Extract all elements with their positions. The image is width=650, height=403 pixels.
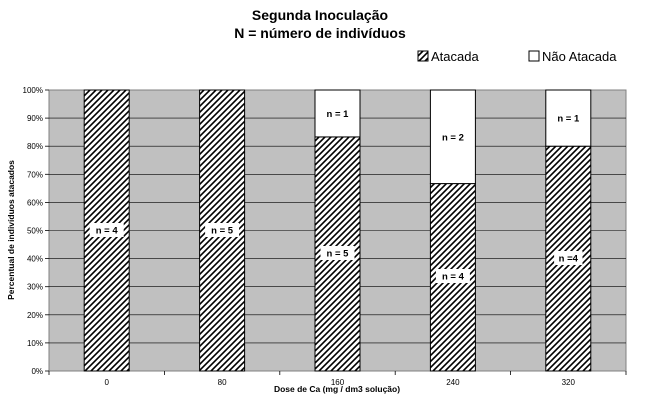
data-labels: n = 4 n = 5 n = 5 n = 1 n = 4 n = 2 n =4 n = 1: [89, 106, 586, 283]
x-axis-label: Dose de Ca (mg / dm3 solução): [274, 384, 400, 394]
legend-label-atacada: Atacada: [431, 49, 479, 64]
x-tick-label: 0: [104, 378, 109, 387]
legend: Atacada Não Atacada: [417, 49, 617, 64]
chart-title-line-2: N = número de indivíduos: [234, 25, 406, 41]
x-tick-labels: 0 80 160 240 320: [48, 371, 627, 387]
data-label: n = 2: [442, 132, 464, 143]
legend-swatch-atacada: [417, 50, 429, 62]
legend-label-nao-atacada: Não Atacada: [542, 49, 617, 64]
chart-title-line-1: Segunda Inoculação: [252, 7, 388, 23]
y-tick-label: 40%: [27, 255, 43, 264]
y-tick-label: 30%: [27, 283, 43, 292]
y-tick-label: 80%: [27, 142, 43, 151]
data-label-bg: [320, 246, 355, 260]
y-tick-label: 60%: [27, 198, 43, 207]
data-label-bg: [435, 129, 470, 144]
data-label-bg: [89, 223, 124, 237]
y-tick-label: 20%: [27, 311, 43, 320]
data-label-bg: [320, 106, 355, 121]
data-label: n = 4: [96, 226, 119, 237]
data-label-bg: [435, 269, 470, 283]
data-label: n =4: [559, 254, 579, 265]
legend-swatch-nao-atacada: [528, 50, 540, 62]
y-tick-label: 90%: [27, 114, 43, 123]
data-label: n = 1: [327, 109, 350, 120]
y-tick-label: 100%: [23, 86, 43, 95]
y-tick-label: 70%: [27, 170, 43, 179]
x-tick-label: 240: [446, 378, 460, 387]
data-label: n = 5: [211, 226, 234, 237]
x-tick-label: 160: [331, 378, 345, 387]
data-label-bg: [554, 251, 583, 265]
x-tick-label: 320: [562, 378, 576, 387]
data-label-bg: [551, 111, 586, 126]
data-label: n = 5: [327, 249, 350, 260]
data-label-bg: [205, 223, 240, 237]
x-tick-label: 80: [218, 378, 227, 387]
y-tick-label: 0%: [31, 367, 43, 376]
y-axis-label: Percentual de indivíduos atacados: [6, 160, 16, 300]
y-tick-labels: 0% 10% 20% 30% 40% 50% 60% 70% 80% 90% 100%: [23, 86, 43, 376]
data-label: n = 1: [557, 114, 580, 125]
data-label: n = 4: [442, 272, 465, 283]
y-tick-label: 10%: [27, 339, 43, 348]
y-tick-label: 50%: [27, 227, 43, 236]
